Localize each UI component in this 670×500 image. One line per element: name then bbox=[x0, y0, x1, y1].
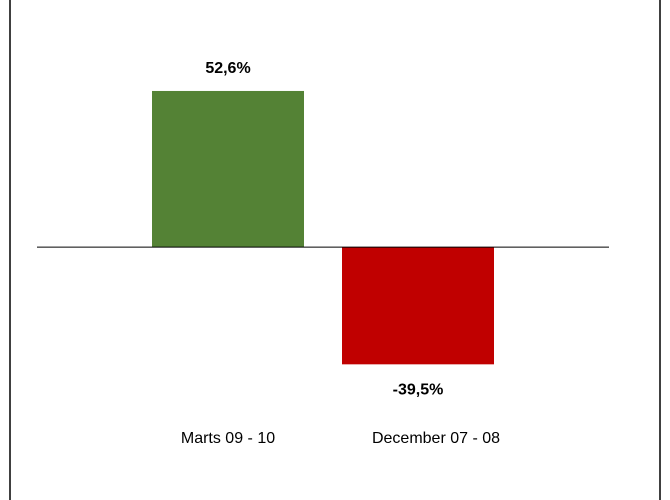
data-label: -39,5% bbox=[393, 382, 444, 399]
bar bbox=[342, 247, 494, 365]
bar bbox=[152, 90, 304, 248]
x-tick-label: December 07 - 08 bbox=[372, 430, 500, 447]
x-tick-label: Marts 09 - 10 bbox=[181, 430, 275, 447]
data-label: 52,6% bbox=[205, 60, 250, 77]
